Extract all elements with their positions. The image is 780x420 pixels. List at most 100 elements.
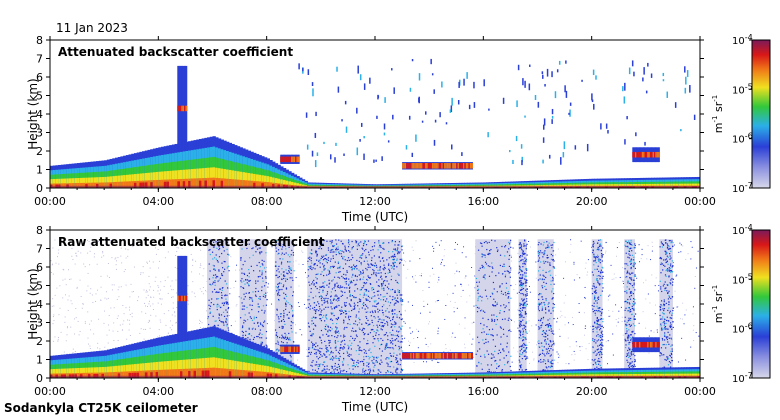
noise-pixel bbox=[401, 249, 403, 251]
noise-pixel bbox=[376, 266, 378, 268]
noise-pixel bbox=[251, 319, 254, 321]
noise-pixel bbox=[365, 288, 368, 291]
noise-speckle bbox=[612, 354, 614, 356]
cloud-core bbox=[181, 105, 184, 112]
noise-speckle bbox=[678, 251, 680, 253]
sparse-return bbox=[473, 102, 476, 108]
noise-pixel bbox=[220, 273, 223, 275]
noise-speckle bbox=[127, 244, 129, 246]
noise-pixel bbox=[349, 323, 351, 325]
noise-speckle bbox=[90, 320, 92, 322]
noise-pixel bbox=[256, 248, 259, 250]
noise-pixel bbox=[257, 321, 259, 324]
noise-speckle bbox=[412, 276, 414, 278]
noise-speckle bbox=[412, 249, 414, 251]
noise-pixel bbox=[386, 298, 388, 300]
noise-pixel bbox=[317, 365, 319, 368]
noise-speckle bbox=[167, 292, 169, 294]
noise-pixel bbox=[384, 279, 386, 282]
noise-pixel bbox=[367, 355, 369, 358]
noise-pixel bbox=[334, 362, 336, 365]
noise-speckle bbox=[102, 252, 104, 254]
noise-speckle bbox=[441, 259, 443, 261]
noise-pixel bbox=[261, 289, 263, 292]
noise-pixel bbox=[396, 281, 398, 283]
noise-speckle bbox=[146, 262, 148, 264]
noise-pixel bbox=[280, 240, 282, 242]
aerosol-core bbox=[177, 181, 181, 188]
noise-pixel bbox=[218, 314, 221, 316]
noise-pixel bbox=[249, 257, 251, 259]
noise-speckle bbox=[510, 254, 512, 256]
noise-speckle bbox=[52, 316, 54, 318]
noise-pixel bbox=[336, 357, 338, 360]
noise-pixel bbox=[362, 271, 365, 273]
noise-pixel bbox=[389, 320, 392, 322]
noise-pixel bbox=[286, 336, 288, 338]
x-tick-label: 00:00 bbox=[684, 195, 716, 208]
sparse-return bbox=[642, 77, 644, 82]
noise-pixel bbox=[225, 320, 227, 322]
noise-pixel bbox=[360, 272, 362, 275]
sparse-return bbox=[512, 159, 514, 164]
sparse-return bbox=[551, 108, 554, 115]
noise-pixel bbox=[369, 266, 371, 268]
noise-pixel bbox=[310, 257, 313, 259]
sparse-return bbox=[377, 95, 380, 98]
noise-pixel bbox=[342, 363, 344, 365]
noise-speckle bbox=[132, 246, 134, 248]
sparse-return bbox=[451, 144, 453, 150]
noise-pixel bbox=[359, 271, 362, 273]
noise-pixel bbox=[350, 354, 352, 356]
noise-pixel bbox=[281, 327, 283, 329]
noise-pixel bbox=[314, 353, 316, 355]
noise-pixel bbox=[292, 322, 294, 324]
noise-pixel bbox=[321, 309, 323, 311]
noise-speckle bbox=[170, 320, 172, 322]
noise-speckle bbox=[87, 311, 89, 313]
noise-speckle bbox=[55, 262, 57, 264]
noise-pixel bbox=[218, 279, 220, 281]
noise-pixel bbox=[249, 279, 251, 282]
noise-speckle bbox=[165, 324, 167, 326]
noise-pixel bbox=[334, 336, 336, 338]
noise-speckle bbox=[469, 333, 471, 335]
noise-pixel bbox=[348, 290, 351, 292]
noise-pixel bbox=[362, 329, 364, 331]
noise-speckle bbox=[174, 315, 176, 317]
noise-pixel bbox=[278, 271, 280, 273]
noise-pixel bbox=[283, 253, 285, 255]
noise-speckle bbox=[672, 242, 674, 244]
noise-pixel bbox=[312, 244, 314, 246]
noise-speckle bbox=[429, 311, 431, 313]
noise-pixel bbox=[401, 245, 403, 248]
noise-speckle bbox=[74, 263, 76, 265]
noise-speckle bbox=[568, 363, 570, 365]
noise-pixel bbox=[325, 356, 327, 358]
noise-pixel bbox=[208, 323, 210, 326]
noise-pixel bbox=[248, 280, 250, 282]
noise-pixel bbox=[313, 306, 316, 309]
noise-pixel bbox=[335, 328, 338, 330]
noise-pixel bbox=[395, 357, 397, 359]
sparse-return bbox=[434, 119, 437, 123]
noise-speckle bbox=[128, 329, 130, 331]
cloud-core bbox=[442, 163, 445, 169]
noise-speckle bbox=[175, 322, 177, 324]
noise-pixel bbox=[372, 325, 375, 327]
noise-speckle bbox=[471, 267, 473, 269]
noise-speckle bbox=[681, 318, 683, 320]
noise-pixel bbox=[348, 303, 350, 305]
noise-speckle bbox=[563, 277, 565, 279]
noise-speckle bbox=[97, 289, 99, 291]
sparse-return bbox=[316, 152, 319, 156]
sparse-return bbox=[450, 105, 453, 112]
noise-pixel bbox=[274, 329, 277, 331]
noise-pixel bbox=[328, 273, 330, 275]
noise-speckle bbox=[536, 344, 538, 346]
cloud-core bbox=[411, 163, 414, 169]
noise-pixel bbox=[381, 321, 384, 324]
noise-speckle bbox=[113, 307, 115, 309]
noise-pixel bbox=[368, 276, 370, 279]
